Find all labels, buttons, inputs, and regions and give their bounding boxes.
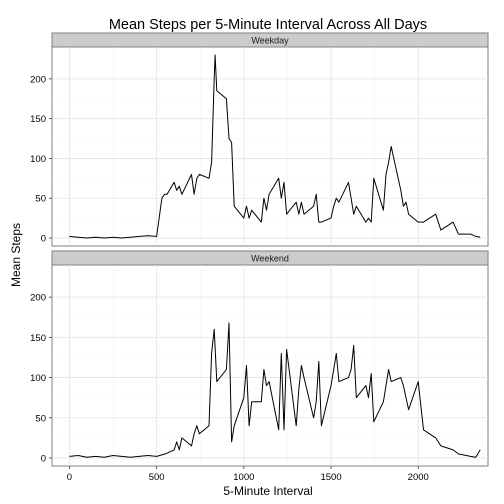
y-tick-label: 150 bbox=[30, 114, 46, 125]
facet-strip-label: Weekend bbox=[251, 254, 289, 264]
plot-panel bbox=[51, 264, 489, 467]
facet-strip-label: Weekday bbox=[251, 36, 289, 46]
chart-title: Mean Steps per 5-Minute Interval Across … bbox=[109, 17, 427, 33]
y-tick-label: 150 bbox=[30, 333, 46, 344]
y-tick-label: 50 bbox=[35, 413, 46, 424]
y-tick-label: 100 bbox=[30, 154, 46, 165]
x-axis-title: 5-Minute Interval bbox=[223, 484, 312, 498]
x-tick-label: 1500 bbox=[320, 472, 341, 483]
y-tick-label: 0 bbox=[41, 453, 46, 464]
y-tick-label: 0 bbox=[41, 234, 46, 245]
mean-steps-line bbox=[69, 322, 481, 458]
x-tick-label: 1000 bbox=[233, 472, 254, 483]
y-tick-label: 200 bbox=[30, 293, 46, 304]
facet-panel: Weekday 0 50 100 150 200 bbox=[30, 32, 489, 247]
plot-panel bbox=[51, 46, 489, 247]
y-tick-label: 50 bbox=[35, 194, 46, 205]
y-axis-title: Mean Steps bbox=[9, 223, 23, 287]
x-tick-label: 0 bbox=[67, 472, 72, 483]
y-tick-label: 200 bbox=[30, 74, 46, 85]
x-tick-label: 500 bbox=[149, 472, 165, 483]
x-tick-label: 2000 bbox=[408, 472, 429, 483]
mean-steps-line bbox=[69, 54, 481, 239]
y-tick-label: 100 bbox=[30, 373, 46, 384]
